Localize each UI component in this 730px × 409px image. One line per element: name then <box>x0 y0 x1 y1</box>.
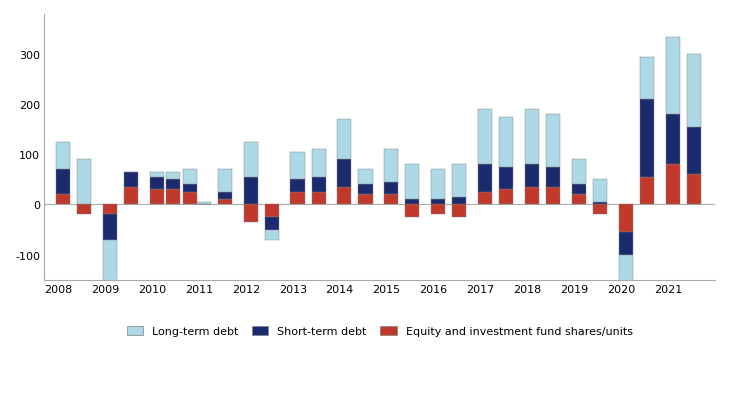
Bar <box>431 200 445 205</box>
Bar <box>358 170 372 185</box>
Bar <box>312 178 326 193</box>
Bar <box>337 120 351 160</box>
Bar <box>384 150 399 182</box>
Bar <box>431 205 445 215</box>
Bar <box>666 115 680 165</box>
Bar <box>182 193 196 205</box>
Bar <box>593 205 607 215</box>
Bar <box>572 195 586 205</box>
Bar <box>640 178 654 205</box>
Bar <box>431 170 445 200</box>
Bar <box>687 128 701 175</box>
Bar <box>124 173 138 187</box>
Bar <box>405 205 420 218</box>
Bar <box>182 185 196 193</box>
Bar <box>103 205 117 215</box>
Bar <box>103 240 117 283</box>
Legend: Long-term debt, Short-term debt, Equity and investment fund shares/units: Long-term debt, Short-term debt, Equity … <box>122 321 637 341</box>
Bar <box>619 205 633 232</box>
Bar <box>166 173 180 180</box>
Bar <box>478 193 492 205</box>
Bar <box>291 193 304 205</box>
Bar <box>384 182 399 195</box>
Bar <box>687 175 701 205</box>
Bar <box>77 160 91 205</box>
Bar <box>77 205 91 215</box>
Bar <box>265 218 279 230</box>
Bar <box>103 215 117 240</box>
Bar <box>218 193 232 200</box>
Bar <box>182 170 196 185</box>
Bar <box>593 202 607 205</box>
Bar <box>56 142 70 170</box>
Bar <box>358 195 372 205</box>
Bar <box>244 142 258 178</box>
Bar <box>337 187 351 205</box>
Bar <box>244 178 258 205</box>
Bar <box>218 170 232 193</box>
Bar <box>265 230 279 240</box>
Bar <box>312 193 326 205</box>
Bar <box>546 187 560 205</box>
Bar <box>312 150 326 178</box>
Bar <box>619 232 633 255</box>
Bar <box>572 160 586 185</box>
Bar <box>166 190 180 205</box>
Bar <box>546 167 560 187</box>
Bar <box>593 180 607 202</box>
Bar <box>640 100 654 178</box>
Bar <box>453 165 466 198</box>
Bar <box>56 195 70 205</box>
Bar <box>196 202 211 205</box>
Bar <box>666 38 680 115</box>
Bar <box>244 205 258 222</box>
Bar <box>150 190 164 205</box>
Bar <box>478 165 492 193</box>
Bar <box>150 173 164 178</box>
Bar <box>291 153 304 180</box>
Bar <box>478 110 492 165</box>
Bar <box>337 160 351 187</box>
Bar <box>640 57 654 100</box>
Bar <box>525 110 539 165</box>
Bar <box>525 187 539 205</box>
Bar <box>525 165 539 187</box>
Bar <box>619 255 633 290</box>
Bar <box>405 165 420 200</box>
Bar <box>265 205 279 218</box>
Bar <box>124 187 138 205</box>
Bar <box>56 170 70 195</box>
Bar <box>572 185 586 195</box>
Bar <box>453 198 466 205</box>
Bar <box>453 205 466 218</box>
Bar <box>405 200 420 205</box>
Bar <box>150 178 164 190</box>
Bar <box>384 195 399 205</box>
Bar <box>546 115 560 167</box>
Bar <box>499 167 513 190</box>
Bar <box>499 190 513 205</box>
Bar <box>166 180 180 190</box>
Bar <box>666 165 680 205</box>
Bar <box>687 55 701 128</box>
Bar <box>291 180 304 193</box>
Bar <box>358 185 372 195</box>
Bar <box>499 117 513 167</box>
Bar <box>218 200 232 205</box>
